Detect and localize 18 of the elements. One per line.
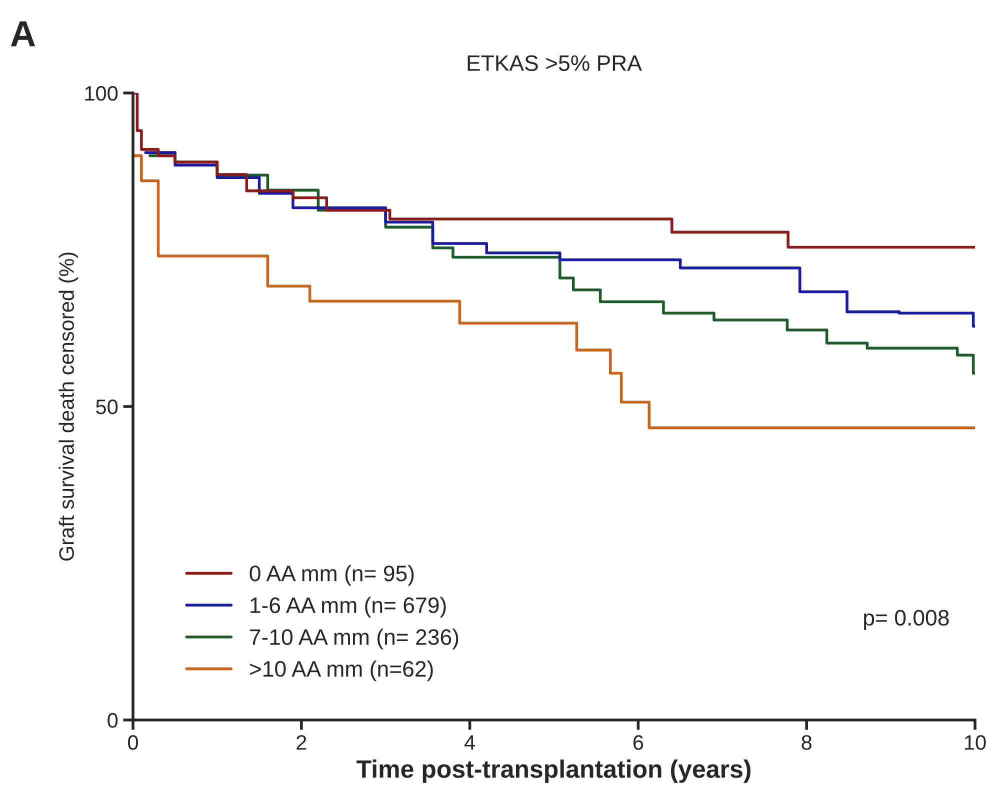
x-tick-label: 6: [633, 735, 644, 750]
x-tick-label: 10: [965, 735, 986, 750]
legend-label: 0 AA mm (n= 95): [250, 564, 414, 586]
x-tick-label: 0: [128, 735, 138, 750]
x-tick-label: 4: [464, 735, 475, 750]
x-tick-label: 2: [296, 735, 306, 750]
y-tick-label: 0: [108, 713, 118, 728]
x-tick-label: 8: [802, 735, 812, 750]
chart-title: ETKAS >5% PRA: [468, 55, 642, 71]
x-axis-title: Time post-transplantation (years): [356, 760, 751, 783]
y-tick-label: 100: [85, 86, 118, 101]
y-axis-title: Graft survival death censored (%): [58, 252, 78, 561]
legend-label: 1-6 AA mm (n= 679): [250, 596, 446, 618]
legend-label: 7-10 AA mm (n= 236): [250, 628, 458, 650]
text: A: [10, 21, 36, 46]
y-tick-label: 50: [96, 400, 118, 414]
annotation: p= 0.008: [864, 610, 949, 630]
legend-label: >10 AA mm (n=62): [250, 660, 433, 682]
